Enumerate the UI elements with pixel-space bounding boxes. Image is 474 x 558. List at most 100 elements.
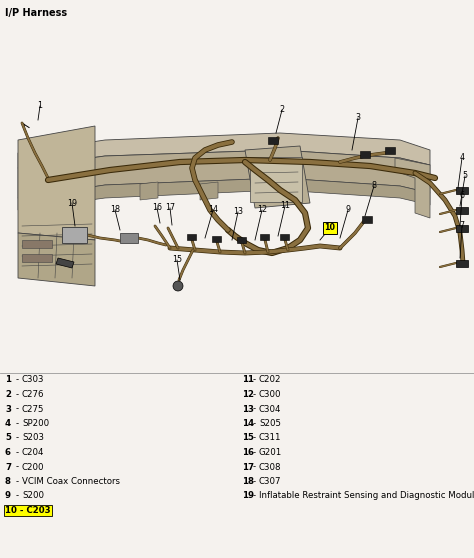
Text: 11: 11 [242, 376, 254, 384]
Text: 12: 12 [257, 205, 267, 214]
Text: -: - [16, 434, 19, 442]
Bar [212, 236, 221, 242]
Text: C202: C202 [259, 376, 282, 384]
Bar [260, 234, 269, 240]
Text: 4: 4 [459, 153, 465, 162]
Bar [187, 234, 196, 240]
Polygon shape [18, 133, 430, 168]
Polygon shape [18, 150, 430, 198]
Text: C204: C204 [22, 448, 45, 457]
Text: 17: 17 [242, 463, 254, 472]
Text: SP200: SP200 [22, 419, 49, 428]
Text: 3: 3 [5, 405, 11, 413]
Polygon shape [140, 182, 158, 200]
Text: S205: S205 [259, 419, 281, 428]
Polygon shape [245, 146, 310, 208]
Text: 7: 7 [5, 463, 11, 472]
Text: 1: 1 [5, 376, 11, 384]
Bar [22, 254, 52, 262]
Text: C200: C200 [22, 463, 45, 472]
Text: 17: 17 [165, 204, 175, 213]
Text: -: - [16, 492, 19, 501]
Text: 1: 1 [37, 102, 43, 110]
Bar [456, 207, 468, 214]
Text: 18: 18 [110, 205, 120, 214]
Bar [456, 187, 468, 194]
Bar [120, 233, 138, 243]
Text: 13: 13 [242, 405, 254, 413]
Polygon shape [18, 126, 95, 240]
Text: -: - [253, 419, 256, 428]
Text: -: - [16, 448, 19, 457]
Text: 3: 3 [356, 113, 361, 123]
Bar [22, 240, 52, 248]
Text: 14: 14 [208, 205, 218, 214]
Text: S200: S200 [22, 492, 44, 501]
Text: -: - [16, 477, 19, 486]
Bar [268, 137, 278, 144]
Text: -: - [16, 376, 19, 384]
Text: 15: 15 [172, 256, 182, 264]
Text: 16: 16 [152, 204, 162, 213]
Text: -: - [253, 376, 256, 384]
Bar [385, 147, 395, 154]
Polygon shape [18, 233, 95, 286]
Text: I/P Harness: I/P Harness [5, 8, 67, 18]
Text: 8: 8 [5, 477, 11, 486]
Text: 2: 2 [5, 390, 11, 399]
Text: -: - [253, 405, 256, 413]
Text: 5: 5 [463, 171, 467, 180]
Text: 16: 16 [242, 448, 254, 457]
Text: 18: 18 [242, 477, 254, 486]
Text: 19: 19 [67, 199, 77, 208]
Text: -: - [16, 463, 19, 472]
Text: 5: 5 [5, 434, 11, 442]
Text: 11: 11 [280, 201, 290, 210]
Text: -: - [16, 390, 19, 399]
Text: 10 - C203: 10 - C203 [5, 506, 51, 515]
Text: 4: 4 [5, 419, 11, 428]
Text: -: - [16, 419, 19, 428]
Text: C303: C303 [22, 376, 45, 384]
Text: C311: C311 [259, 434, 282, 442]
Polygon shape [200, 182, 218, 200]
Bar [237, 237, 246, 243]
Text: 15: 15 [242, 434, 254, 442]
Text: 8: 8 [372, 181, 376, 190]
Text: 2: 2 [280, 105, 284, 114]
Text: 19: 19 [242, 492, 254, 501]
Bar [456, 225, 468, 232]
Bar [62, 227, 87, 243]
Text: C300: C300 [259, 390, 282, 399]
Bar [456, 260, 468, 267]
Text: C275: C275 [22, 405, 45, 413]
Bar [250, 157, 302, 202]
Text: 10: 10 [325, 224, 336, 233]
Text: 12: 12 [242, 390, 254, 399]
Text: 6: 6 [459, 191, 465, 200]
Polygon shape [18, 178, 430, 210]
Polygon shape [395, 158, 430, 218]
Circle shape [173, 281, 183, 291]
Text: C276: C276 [22, 390, 45, 399]
Text: G201: G201 [259, 448, 282, 457]
Text: -: - [16, 405, 19, 413]
Bar [280, 234, 289, 240]
Text: C307: C307 [259, 477, 282, 486]
Text: 9: 9 [346, 205, 351, 214]
Text: Inflatable Restraint Sensing and Diagnostic Module (SDM): Inflatable Restraint Sensing and Diagnos… [259, 492, 474, 501]
Text: C308: C308 [259, 463, 282, 472]
Text: -: - [253, 477, 256, 486]
Text: -: - [253, 390, 256, 399]
Text: -: - [253, 492, 256, 501]
Text: -: - [253, 463, 256, 472]
Text: S203: S203 [22, 434, 44, 442]
Text: 9: 9 [5, 492, 11, 501]
Bar [362, 216, 372, 223]
Polygon shape [56, 258, 74, 268]
Text: 13: 13 [233, 208, 243, 217]
Bar [360, 151, 370, 158]
Text: -: - [253, 448, 256, 457]
Text: VCIM Coax Connectors: VCIM Coax Connectors [22, 477, 120, 486]
Text: 7: 7 [459, 222, 465, 230]
